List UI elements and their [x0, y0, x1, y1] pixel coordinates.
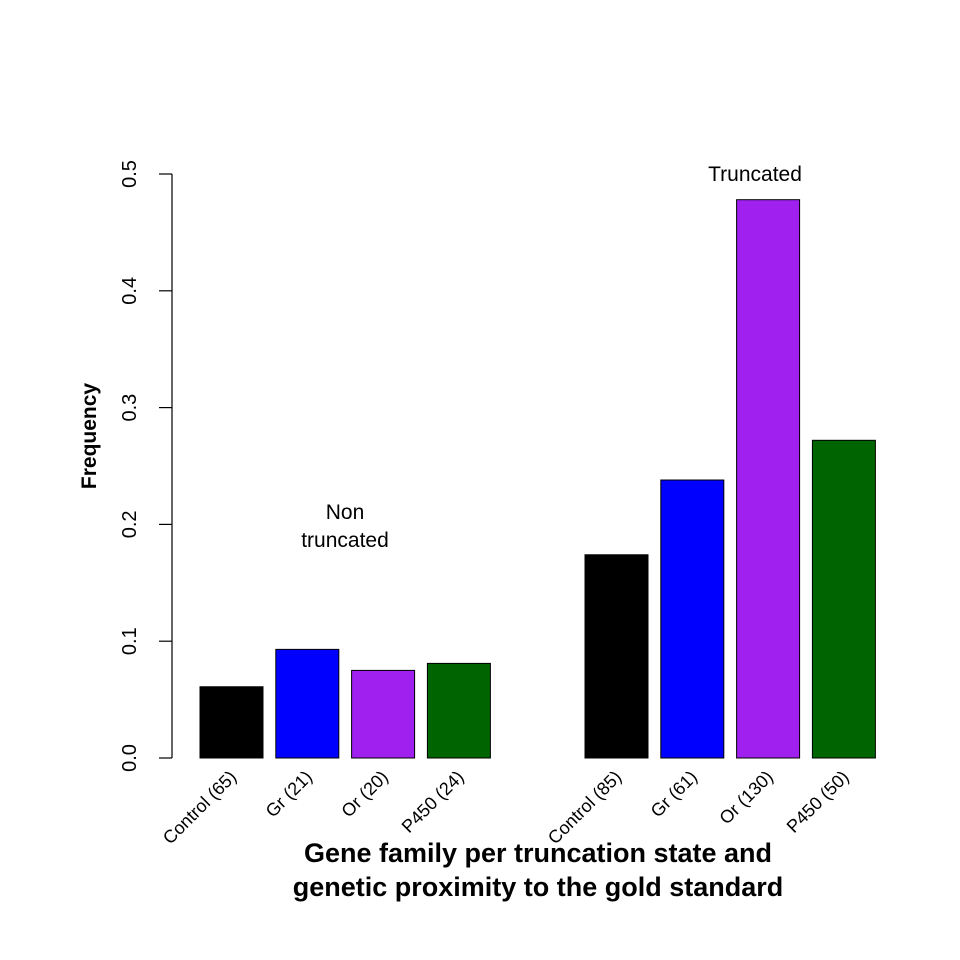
group-annotation-non-truncated: Non	[326, 501, 365, 524]
x-tick-label: P450 (50)	[783, 767, 853, 837]
x-tick-label: Or (20)	[337, 767, 391, 821]
x-tick-label: Gr (21)	[262, 767, 316, 821]
bar	[199, 686, 264, 759]
bars	[199, 199, 876, 759]
x-tick-label: Control (85)	[544, 767, 625, 848]
bar	[811, 439, 876, 759]
x-tick-label: P450 (24)	[398, 767, 468, 837]
y-axis: 0.0 0.1 0.2 0.3 0.4 0.5	[119, 160, 173, 772]
x-axis-label-line-1: Gene family per truncation state and	[304, 838, 772, 868]
bar	[275, 648, 340, 759]
y-tick-label: 0.3	[119, 394, 141, 422]
x-tick-label: Or (130)	[715, 767, 777, 829]
bar	[351, 669, 416, 759]
group-annotations: Non truncated Truncated	[301, 163, 802, 552]
y-tick-label: 0.0	[119, 744, 141, 772]
y-tick-label: 0.5	[119, 160, 141, 188]
y-axis-label: Frequency	[78, 383, 101, 490]
x-tick-label: Gr (61)	[647, 767, 701, 821]
y-tick-label: 0.1	[119, 627, 141, 655]
bar	[660, 479, 725, 759]
x-tick-label: Control (65)	[159, 767, 240, 848]
group-annotation-non-truncated: truncated	[301, 529, 389, 552]
bar	[584, 554, 649, 759]
category-labels: Control (65) Gr (21) Or (20) P450 (24) Contr…	[159, 767, 853, 848]
y-tick-label: 0.2	[119, 510, 141, 538]
x-axis-label-line-2: genetic proximity to the gold standard	[293, 872, 784, 902]
bar	[426, 662, 491, 759]
bar	[736, 199, 801, 759]
group-annotation-truncated: Truncated	[708, 163, 802, 186]
y-tick-label: 0.4	[119, 277, 141, 305]
